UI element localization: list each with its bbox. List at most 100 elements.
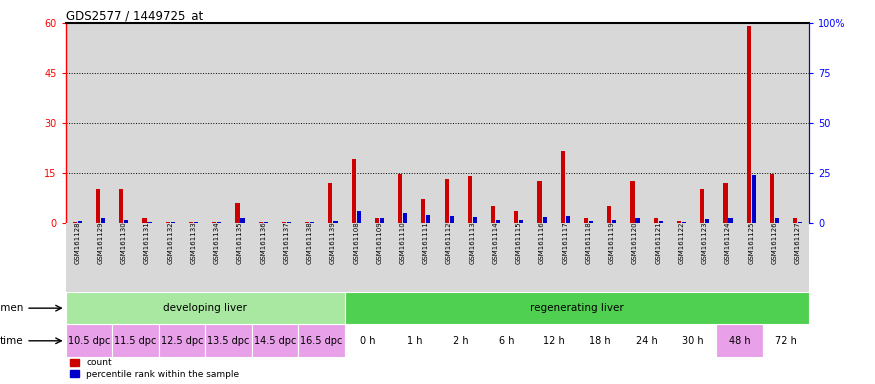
Bar <box>450 216 454 223</box>
Text: GDS2577 / 1449725_at: GDS2577 / 1449725_at <box>66 9 203 22</box>
Bar <box>763 324 809 357</box>
Bar <box>66 223 89 292</box>
Bar <box>496 220 500 223</box>
Text: 1 h: 1 h <box>407 336 422 346</box>
Text: 72 h: 72 h <box>775 336 797 346</box>
Bar <box>635 218 640 223</box>
Bar <box>263 222 268 223</box>
Bar <box>252 23 275 223</box>
Bar <box>112 223 136 292</box>
Bar <box>561 151 565 223</box>
Bar <box>468 176 472 223</box>
Bar <box>217 222 221 223</box>
Bar <box>612 220 616 223</box>
Bar <box>66 324 112 357</box>
Bar <box>287 222 291 223</box>
Text: 2 h: 2 h <box>453 336 468 346</box>
Bar <box>484 324 530 357</box>
Bar <box>530 324 577 357</box>
Bar <box>705 219 710 223</box>
Bar <box>345 223 368 292</box>
Bar <box>659 221 663 223</box>
Bar <box>473 217 477 223</box>
Bar <box>298 223 321 292</box>
Bar <box>530 223 554 292</box>
Bar <box>73 222 77 223</box>
Bar <box>241 218 244 223</box>
Bar <box>212 222 216 223</box>
Bar <box>345 23 368 223</box>
Bar <box>623 223 647 292</box>
Bar <box>403 213 407 223</box>
Bar <box>328 183 332 223</box>
Bar <box>305 222 309 223</box>
Bar <box>66 292 345 324</box>
Bar <box>374 218 379 223</box>
Bar <box>589 221 593 223</box>
Bar <box>677 221 681 223</box>
Bar <box>537 181 542 223</box>
Bar <box>158 23 182 223</box>
Bar <box>600 223 623 292</box>
Bar <box>507 223 530 292</box>
Bar <box>310 222 314 223</box>
Text: 16.5 dpc: 16.5 dpc <box>300 336 342 346</box>
Bar <box>228 223 252 292</box>
Bar <box>670 23 693 223</box>
Bar <box>566 216 570 223</box>
Bar <box>380 218 384 223</box>
Bar <box>66 23 89 223</box>
Legend: count, percentile rank within the sample: count, percentile rank within the sample <box>70 358 240 379</box>
Bar <box>739 23 763 223</box>
Bar <box>259 222 262 223</box>
Bar <box>438 223 461 292</box>
Bar <box>189 222 193 223</box>
Bar <box>298 23 321 223</box>
Bar <box>252 324 298 357</box>
Bar <box>438 324 484 357</box>
Bar <box>752 175 756 223</box>
Text: 30 h: 30 h <box>682 336 704 346</box>
Bar <box>746 26 751 223</box>
Bar <box>368 223 391 292</box>
Bar <box>426 215 430 223</box>
Bar <box>398 174 402 223</box>
Text: 13.5 dpc: 13.5 dpc <box>207 336 249 346</box>
Bar <box>717 223 739 292</box>
Bar <box>321 23 345 223</box>
Text: time: time <box>0 336 24 346</box>
Bar <box>647 223 670 292</box>
Bar <box>357 211 360 223</box>
Bar <box>786 223 809 292</box>
Bar <box>717 23 739 223</box>
Bar <box>739 223 763 292</box>
Bar <box>124 220 129 223</box>
Bar <box>647 23 670 223</box>
Bar <box>717 324 763 357</box>
Bar <box>333 221 338 223</box>
Bar <box>147 222 151 223</box>
Bar <box>282 222 286 223</box>
Bar <box>228 23 252 223</box>
Bar <box>158 324 205 357</box>
Bar <box>577 324 623 357</box>
Text: specimen: specimen <box>0 303 24 313</box>
Bar <box>484 223 508 292</box>
Bar <box>554 23 577 223</box>
Bar <box>143 218 146 223</box>
Text: 48 h: 48 h <box>729 336 751 346</box>
Bar <box>584 218 588 223</box>
Bar <box>554 223 577 292</box>
Bar <box>763 23 786 223</box>
Text: 14.5 dpc: 14.5 dpc <box>254 336 296 346</box>
Bar <box>101 218 105 223</box>
Bar <box>368 23 391 223</box>
Bar <box>205 223 228 292</box>
Text: developing liver: developing liver <box>163 303 247 313</box>
Bar <box>205 324 252 357</box>
Bar <box>600 23 623 223</box>
Text: 6 h: 6 h <box>500 336 515 346</box>
Text: 12 h: 12 h <box>542 336 564 346</box>
Bar <box>345 292 809 324</box>
Bar <box>577 23 600 223</box>
